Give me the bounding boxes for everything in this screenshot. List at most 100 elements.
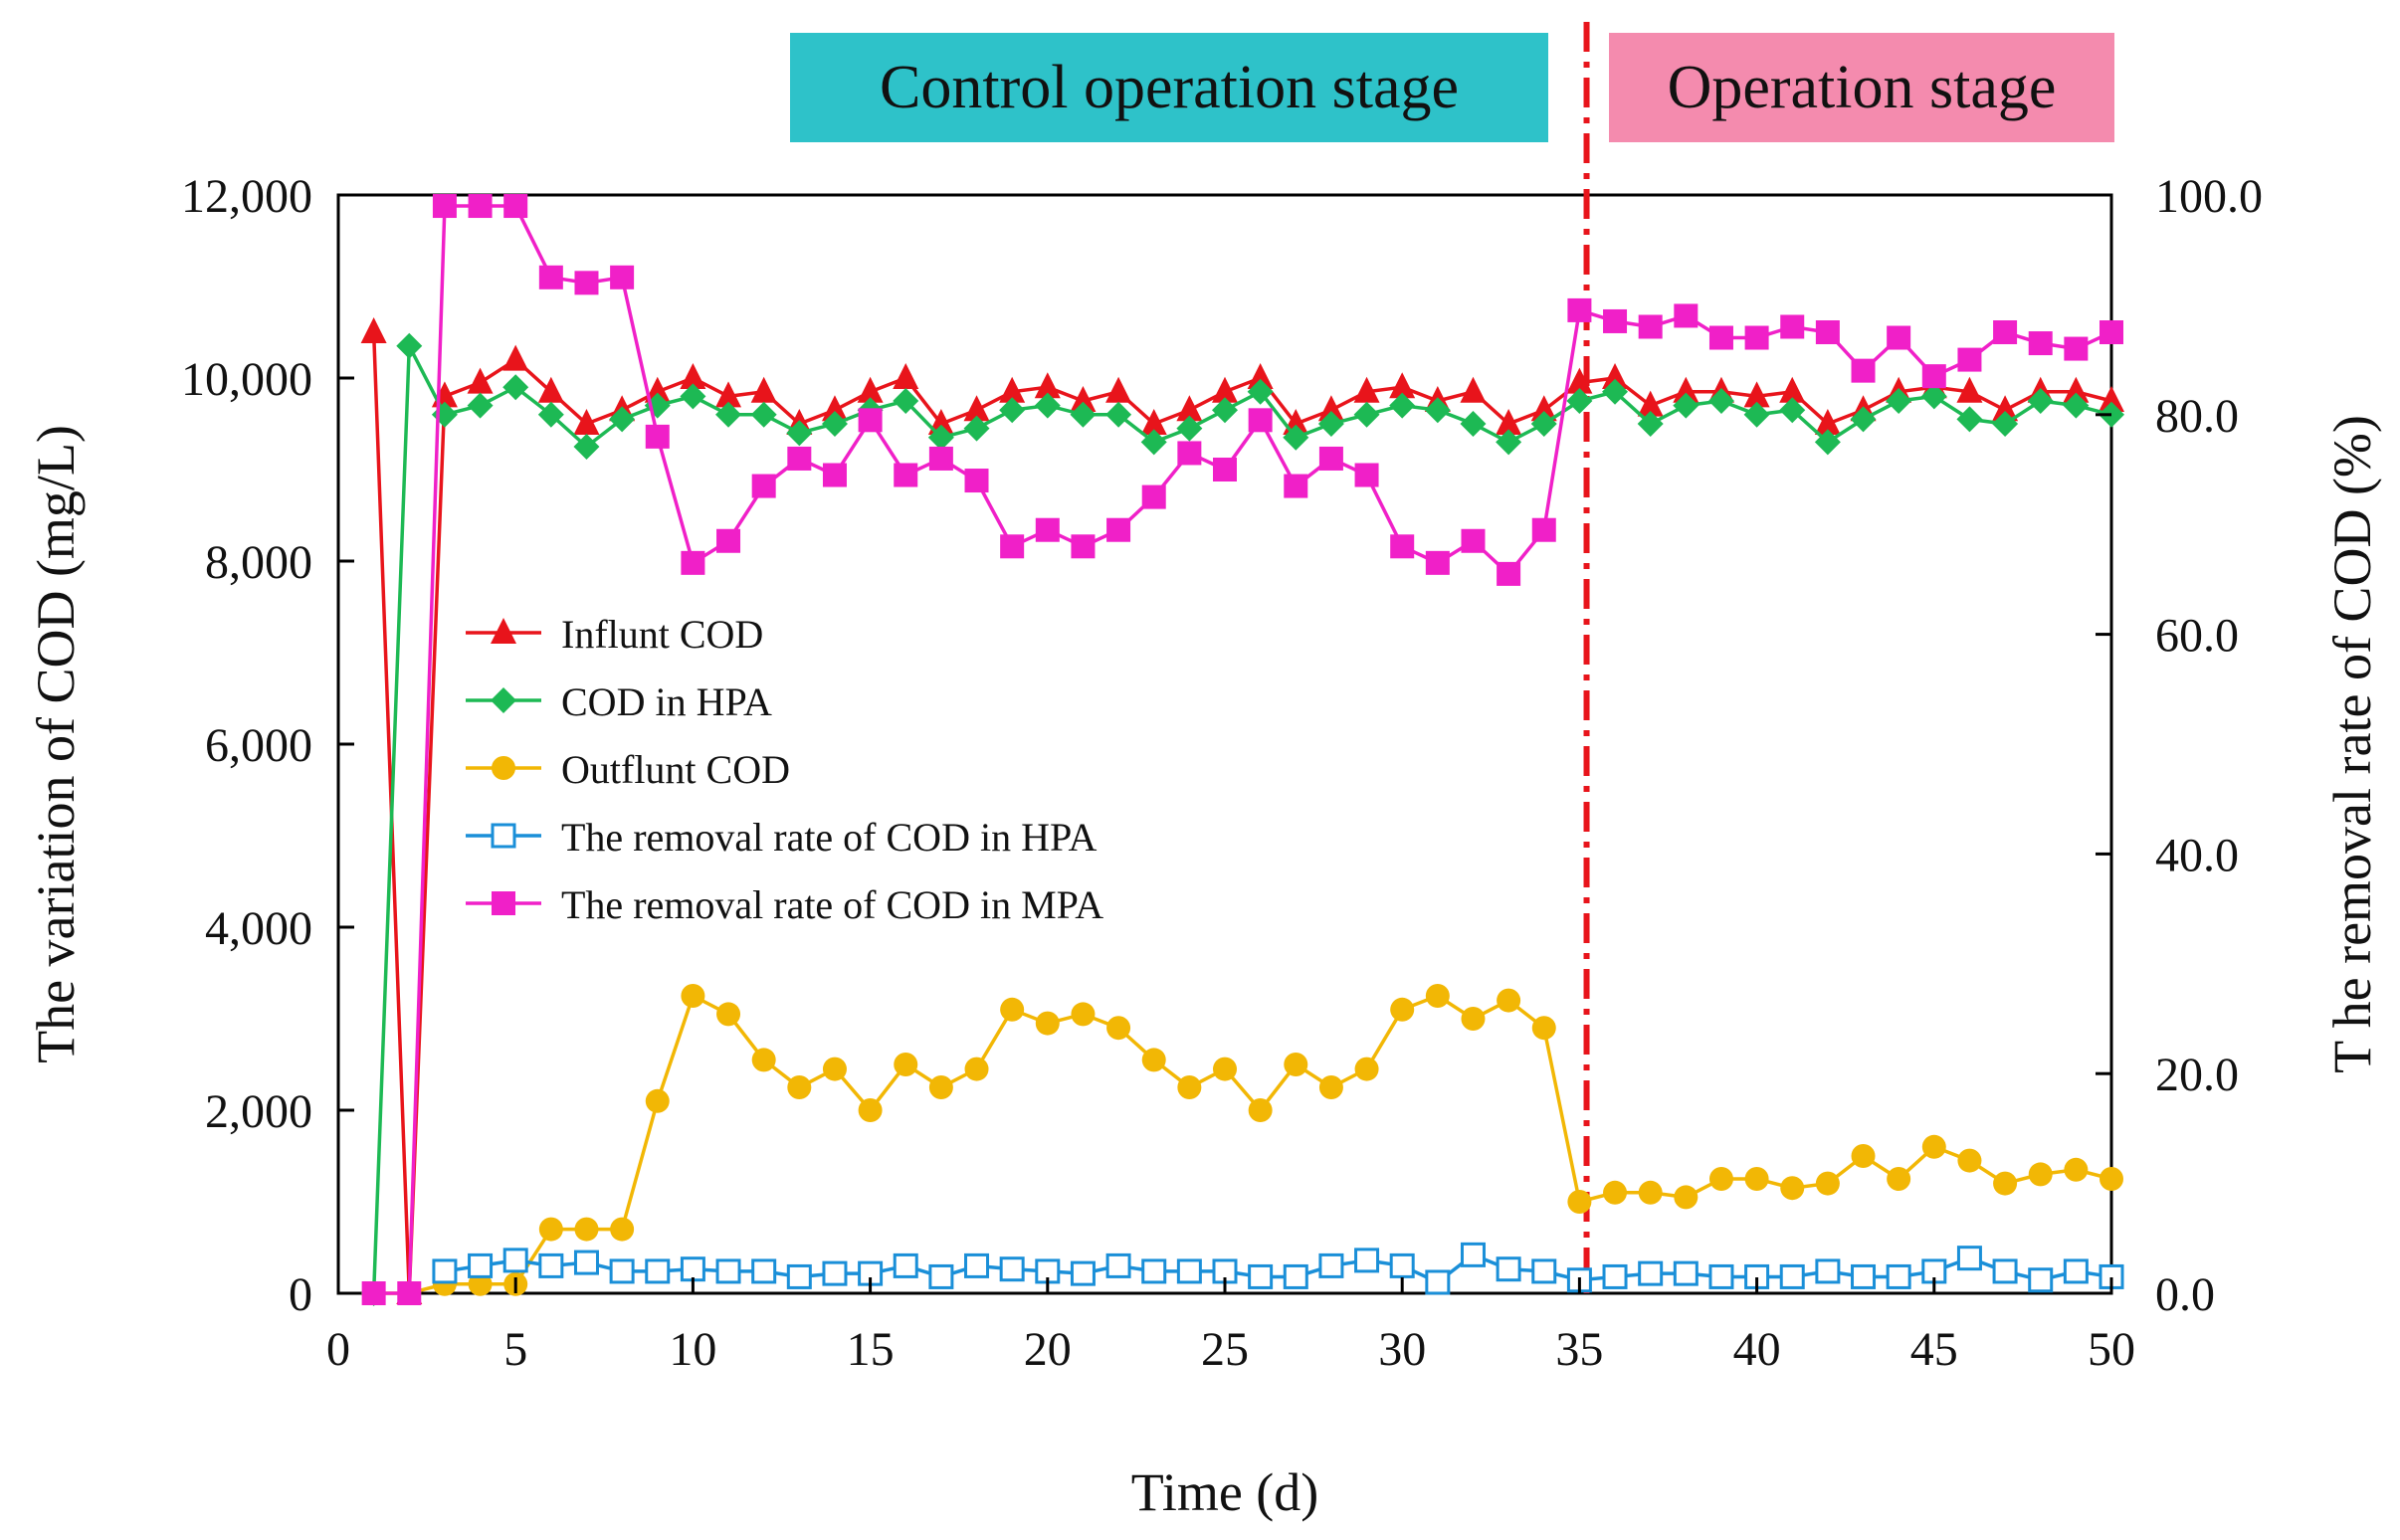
data-point: [1496, 429, 1522, 456]
data-point: [1212, 397, 1238, 424]
data-point: [1284, 474, 1308, 498]
data-point: [1140, 429, 1167, 456]
data-point: [2027, 388, 2054, 414]
data-point: [1602, 378, 1629, 405]
data-point: [1496, 409, 1522, 435]
data-point: [787, 1075, 812, 1099]
data-point: [1390, 997, 1415, 1022]
data-point: [1318, 446, 1343, 471]
data-point: [715, 401, 742, 428]
data-point: [502, 344, 529, 371]
data-point: [1318, 1075, 1343, 1099]
data-point: [503, 194, 528, 219]
y-left-tick-label: 4,000: [205, 902, 312, 955]
data-point: [2063, 376, 2090, 403]
data-point: [1354, 1057, 1379, 1081]
data-point: [573, 434, 600, 460]
data-point: [893, 388, 919, 414]
series-2: [361, 984, 2123, 1305]
data-point: [1460, 411, 1487, 437]
data-point: [645, 1258, 671, 1284]
data-point: [1389, 392, 1416, 419]
legend-marker: [492, 891, 515, 915]
data-point: [1354, 463, 1379, 487]
data-point: [502, 374, 529, 401]
x-tick-label: 5: [503, 1323, 527, 1376]
x-tick-label: 20: [1024, 1323, 1072, 1376]
legend-marker: [491, 687, 516, 713]
data-point: [1743, 401, 1770, 428]
x-tick-label: 30: [1378, 1323, 1426, 1376]
data-point: [1779, 376, 1806, 403]
data-point: [1105, 1252, 1131, 1278]
data-point: [1389, 372, 1416, 399]
data-point: [680, 383, 706, 410]
data-point: [1317, 411, 1344, 437]
data-point: [1887, 1167, 1911, 1191]
data-point: [1034, 392, 1061, 419]
data-point: [1708, 325, 1733, 350]
data-point: [1071, 1002, 1096, 1027]
data-point: [1247, 363, 1274, 389]
data-point: [1992, 1258, 2018, 1284]
x-tick-label: 15: [847, 1323, 895, 1376]
data-point: [360, 317, 387, 343]
data-point: [1886, 1263, 1911, 1289]
x-tick-label: 45: [1910, 1323, 1958, 1376]
data-point: [1000, 534, 1025, 559]
data-point: [857, 376, 884, 403]
data-point: [1993, 320, 2018, 344]
data-point: [716, 528, 741, 553]
data-point: [928, 1263, 954, 1289]
data-point: [1814, 429, 1841, 456]
x-axis-title: Time (d): [1131, 1462, 1319, 1522]
data-point: [999, 376, 1026, 403]
data-point: [858, 1098, 883, 1122]
y-right-tick-label: 20.0: [2155, 1049, 2239, 1101]
y-right-tick-label: 60.0: [2155, 610, 2239, 663]
data-point: [1176, 395, 1203, 422]
data-point: [2100, 1167, 2123, 1191]
data-point: [1070, 386, 1097, 412]
y-left-axis-title: The variation of COD (mg/L): [26, 425, 86, 1063]
data-point: [1353, 401, 1380, 428]
data-point: [1851, 1144, 1876, 1168]
data-point: [822, 1260, 848, 1286]
legend-label: The removal rate of COD in MPA: [561, 882, 1103, 927]
data-point: [1247, 378, 1274, 405]
data-point: [645, 1088, 670, 1113]
data-point: [1566, 388, 1593, 414]
data-point: [928, 1075, 953, 1099]
legend-marker: [492, 756, 515, 780]
data-point: [1176, 415, 1203, 442]
data-point: [1707, 388, 1734, 414]
data-point: [1921, 364, 1946, 389]
data-point: [1920, 383, 1947, 410]
data-point: [822, 1057, 847, 1081]
data-point: [1815, 1258, 1841, 1284]
legend-label: COD in HPA: [561, 679, 772, 724]
data-point: [751, 474, 776, 498]
data-point: [1567, 1190, 1592, 1214]
plot-frame-layer: [336, 193, 2113, 1295]
data-point: [787, 446, 812, 471]
data-point: [894, 463, 918, 487]
y-right-tick-label: 0.0: [2155, 1268, 2215, 1321]
data-point: [1035, 1011, 1060, 1036]
plot-frame: [336, 193, 2113, 1295]
data-point: [573, 409, 600, 435]
data-point: [1637, 390, 1664, 417]
data-point: [538, 265, 563, 289]
data-point: [610, 265, 635, 289]
y-left-tick-label: 0: [289, 1268, 312, 1321]
data-point: [680, 1256, 705, 1282]
data-point: [1460, 376, 1487, 403]
data-point: [1887, 325, 1911, 350]
data-point: [681, 984, 705, 1008]
data-point: [1708, 1263, 1734, 1289]
data-point: [1673, 392, 1700, 419]
data-point: [821, 395, 848, 422]
data-point: [2028, 1267, 2054, 1293]
data-point: [537, 401, 564, 428]
data-point: [1141, 484, 1166, 509]
